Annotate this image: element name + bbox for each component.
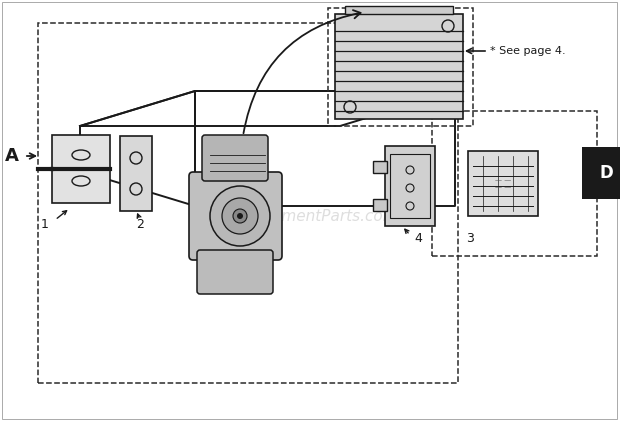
Bar <box>432 111 597 256</box>
Text: 1: 1 <box>41 218 49 231</box>
Bar <box>335 14 463 119</box>
Bar <box>385 146 435 226</box>
Bar <box>373 199 387 211</box>
Text: 3: 3 <box>466 232 474 245</box>
Bar <box>373 161 387 173</box>
Bar <box>120 136 152 211</box>
Bar <box>390 154 430 218</box>
Circle shape <box>233 209 247 223</box>
Text: eReplacementParts.com: eReplacementParts.com <box>211 208 398 224</box>
Bar <box>328 8 473 126</box>
Bar <box>38 23 458 383</box>
Text: — —
— —: — — — — <box>495 176 511 189</box>
FancyBboxPatch shape <box>202 135 268 181</box>
Bar <box>52 135 110 203</box>
Circle shape <box>222 198 258 234</box>
Text: A: A <box>5 147 19 165</box>
Text: * See page 4.: * See page 4. <box>490 46 565 56</box>
FancyArrowPatch shape <box>244 10 361 133</box>
Text: 2: 2 <box>136 218 144 231</box>
FancyBboxPatch shape <box>197 250 273 294</box>
Bar <box>345 6 453 14</box>
FancyBboxPatch shape <box>189 172 282 260</box>
Text: D: D <box>599 164 613 182</box>
Text: D: D <box>599 164 613 182</box>
Circle shape <box>210 186 270 246</box>
Text: 4: 4 <box>414 232 422 245</box>
Bar <box>468 151 538 216</box>
Circle shape <box>237 213 243 219</box>
